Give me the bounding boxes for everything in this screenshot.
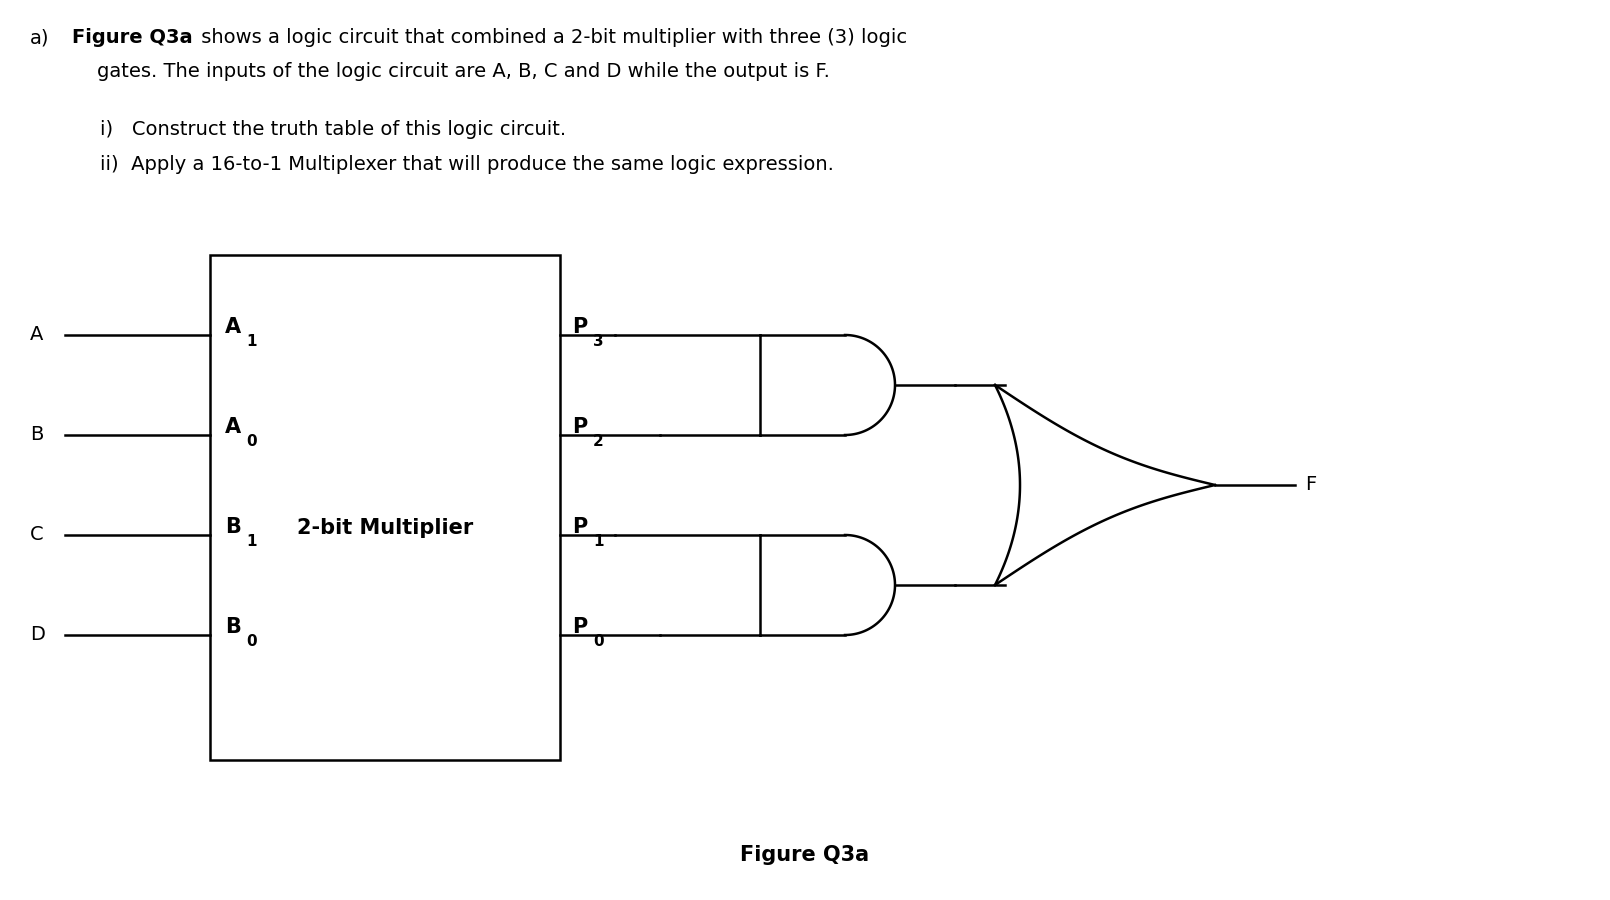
Text: shows a logic circuit that combined a 2-bit multiplier with three (3) logic: shows a logic circuit that combined a 2-… (195, 28, 906, 47)
Text: Figure Q3a: Figure Q3a (72, 28, 193, 47)
Text: 2-bit Multiplier: 2-bit Multiplier (296, 518, 473, 537)
Text: 1: 1 (592, 535, 604, 550)
Text: D: D (31, 626, 45, 644)
Text: a): a) (31, 28, 50, 47)
Text: A: A (31, 326, 43, 345)
Text: B: B (225, 517, 242, 537)
Text: B: B (31, 426, 43, 445)
Text: gates. The inputs of the logic circuit are A, B, C and D while the output is F.: gates. The inputs of the logic circuit a… (72, 62, 829, 81)
Text: P: P (572, 417, 588, 437)
Text: P: P (572, 617, 588, 637)
Text: 1: 1 (246, 335, 256, 349)
Text: 2: 2 (592, 435, 604, 449)
Text: F: F (1306, 475, 1317, 494)
Text: P: P (572, 517, 588, 537)
Text: 3: 3 (592, 335, 604, 349)
Text: A: A (225, 317, 242, 337)
Text: C: C (31, 526, 43, 544)
Text: A: A (225, 417, 242, 437)
Text: B: B (225, 617, 242, 637)
Text: ii)  Apply a 16-to-1 Multiplexer that will produce the same logic expression.: ii) Apply a 16-to-1 Multiplexer that wil… (100, 155, 834, 174)
Text: 1: 1 (246, 535, 256, 550)
Text: 0: 0 (246, 435, 256, 449)
Text: P: P (572, 317, 588, 337)
Text: 0: 0 (246, 634, 256, 650)
Bar (209, 255, 560, 760)
Text: 0: 0 (592, 634, 604, 650)
Text: Figure Q3a: Figure Q3a (741, 845, 869, 865)
Text: i)   Construct the truth table of this logic circuit.: i) Construct the truth table of this log… (100, 120, 567, 139)
